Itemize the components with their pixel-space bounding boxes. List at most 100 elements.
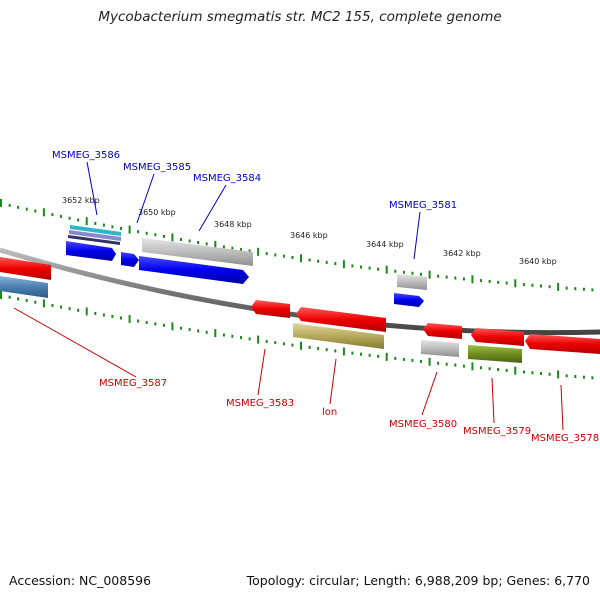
major-tick [471,362,474,371]
gene-label[interactable]: MSMEG_3584 [193,173,261,184]
minor-tick [197,329,200,333]
feature-msmeg-3581[interactable] [394,274,427,307]
major-tick [300,254,302,263]
minor-tick [308,258,311,262]
feature-msmeg-3580[interactable] [421,323,462,357]
minor-tick [137,319,140,323]
minor-tick [480,279,482,283]
minor-tick [420,359,422,363]
minor-tick [462,277,465,281]
minor-tick [68,216,71,220]
major-tick [342,260,345,269]
feature-msmeg-3584[interactable] [139,238,253,284]
minor-tick [480,366,482,370]
minor-tick [145,231,148,235]
minor-tick [102,313,105,317]
gene-label[interactable]: MSMEG_3583 [226,398,294,409]
gene-label[interactable]: MSMEG_3581 [389,200,457,211]
position-labels: 3652 kbp 3650 kbp 3648 kbp 3646 kbp 3644… [62,196,557,266]
major-tick [557,370,560,379]
minor-tick [17,205,20,209]
feature-msmeg-3579[interactable] [468,328,524,363]
minor-tick [488,367,491,371]
minor-tick [437,274,440,278]
minor-tick [565,286,568,290]
minor-tick [188,328,191,332]
gene-label[interactable]: MSMEG_3585 [123,162,191,173]
minor-tick [368,353,371,357]
gene-label[interactable]: MSMEG_3579 [463,426,531,437]
major-tick [257,247,260,256]
minor-tick [420,272,422,276]
minor-tick [145,321,148,324]
feature-msmeg-3586[interactable] [66,225,121,261]
major-tick [214,240,217,249]
minor-tick [325,260,328,264]
minor-tick [25,207,28,211]
minor-tick [574,287,577,291]
major-tick [385,352,388,361]
major-tick [471,275,474,284]
minor-tick [565,374,568,378]
minor-tick [8,295,11,299]
minor-tick [94,311,97,315]
minor-tick [394,269,397,273]
genome-backbone [0,247,600,336]
minor-tick [282,254,285,258]
minor-tick [120,226,122,230]
position-ticks-upper [0,199,594,292]
minor-tick [531,371,534,375]
major-tick [428,270,431,279]
major-tick [557,282,560,291]
major-tick [300,341,302,350]
gene-label[interactable]: MSMEG_3587 [99,378,167,389]
minor-tick [334,349,337,353]
minor-tick [334,262,337,266]
map-title: Mycobacterium smegmatis str. MC2 155, co… [98,9,502,25]
feature-msmeg-3585[interactable] [121,252,139,267]
minor-tick [497,368,500,371]
leader-lines [13,161,564,431]
major-tick [85,217,88,226]
gene-label[interactable]: MSMEG_3578 [531,433,599,444]
major-tick [171,322,174,331]
major-tick [428,357,431,366]
gene-label[interactable]: MSMEG_3586 [52,150,120,161]
minor-tick [548,372,551,376]
genome-summary-text: Topology: circular; Length: 6,988,209 bp… [246,573,590,588]
forward-features [66,225,427,307]
minor-tick [51,304,54,307]
minor-tick [240,248,242,252]
feature-msmeg-3583[interactable] [251,300,290,318]
minor-tick [94,221,97,225]
minor-tick [402,357,405,361]
minor-tick [77,308,80,312]
minor-tick [265,339,268,343]
minor-tick [154,233,157,237]
minor-tick [17,297,20,301]
minor-tick [540,372,542,375]
minor-tick [162,234,165,238]
minor-tick [222,333,225,337]
feature-msmeg-3587[interactable] [0,257,51,298]
gene-label[interactable]: MSMEG_3580 [389,419,457,430]
minor-tick [325,348,328,352]
minor-tick [531,283,534,287]
minor-tick [454,276,457,280]
minor-tick [265,252,268,256]
minor-tick [51,213,54,217]
minor-tick [445,275,448,279]
feature-msmeg-3578[interactable] [525,334,600,354]
position-ticks-lower [0,291,594,380]
feature-lon[interactable] [293,307,386,349]
minor-tick [137,230,140,234]
minor-tick [394,356,397,360]
major-tick [514,366,517,375]
minor-tick [68,307,71,311]
minor-tick [582,375,585,379]
minor-tick [231,246,234,250]
gene-labels: MSMEG_3586 MSMEG_3585 MSMEG_3584 MSMEG_3… [52,150,599,444]
gene-label[interactable]: lon [322,407,337,418]
minor-tick [454,363,457,367]
